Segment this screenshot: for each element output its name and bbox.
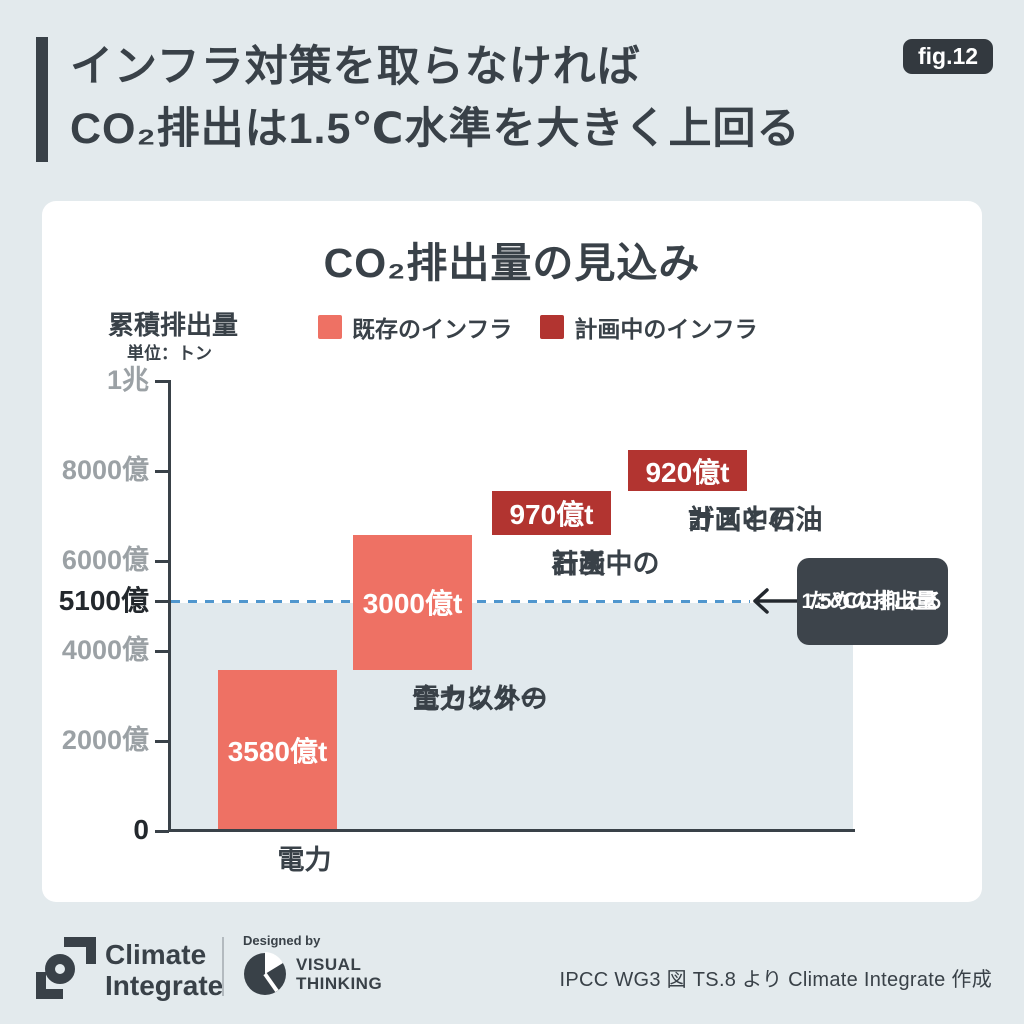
page-title-line1: インフラ対策を取らなければ — [70, 43, 641, 91]
legend-swatch-existing-infra — [318, 315, 342, 339]
y-axis-tick — [155, 829, 169, 833]
bar-electricity: 3580億t — [218, 669, 337, 831]
designer-line1: VISUAL — [296, 955, 362, 974]
y-axis-tick-label: 1兆 — [106, 365, 149, 395]
y-axis-tick-label: 8000億 — [61, 455, 149, 485]
reference-annotation-line1: 1.5℃に抑える — [801, 590, 944, 613]
y-axis-tick — [155, 649, 169, 653]
legend-label-planned-infra: 計画中のインフラ — [574, 316, 758, 342]
y-axis-tick — [155, 739, 169, 743]
page-title-line2: CO₂排出は1.5℃水準を大きく上回る — [70, 105, 801, 153]
bar-value-label: 970億t — [509, 499, 594, 531]
legend-label-existing-infra: 既存のインフラ — [352, 316, 513, 342]
y-axis-tick-label: 4000億 — [61, 635, 149, 665]
brand-line2: Integrate — [105, 970, 224, 1001]
y-axis-tick-label: 6000億 — [61, 545, 149, 575]
y-axis-tick-label: 5100億 — [58, 584, 149, 616]
y-axis-tick — [155, 379, 169, 383]
y-axis-tick — [155, 600, 169, 603]
bar-value-label: 3000億t — [362, 588, 463, 620]
reference-annotation-tooltip: 1.5℃に抑える ための排出量 — [797, 558, 948, 645]
climate-integrate-logo-icon — [36, 937, 96, 999]
y-axis-tick — [155, 469, 169, 473]
reference-annotation-line2: ための排出量 — [808, 590, 937, 613]
visual-thinking-wordmark: VISUAL THINKING — [296, 955, 382, 993]
climate-integrate-wordmark: Climate Integrate — [105, 939, 223, 1001]
source-attribution: IPCC WG3 図 TS.8 より Climate Integrate 作成 — [559, 969, 992, 991]
figure-number-badge: fig.12 — [903, 39, 994, 74]
logo-circle — [45, 954, 75, 984]
y-axis-unit-label: 単位：トン — [127, 344, 212, 363]
header-accent-bar — [36, 37, 48, 162]
footer-divider — [222, 937, 224, 996]
bar-planned-coal: 970億t — [492, 491, 611, 535]
brand-line1: Climate — [105, 939, 207, 970]
y-axis-tick-label: 0 — [133, 814, 149, 845]
visual-thinking-logo-icon — [244, 952, 286, 995]
y-axis-tick — [155, 559, 169, 563]
legend-swatch-planned-infra — [540, 315, 565, 339]
bar-planned-gas-oil: 920億t — [628, 449, 747, 492]
bar-value-label: 3580億t — [227, 736, 328, 768]
y-axis-title: 累積排出量 — [108, 310, 239, 340]
plot-area: 1.5℃に抑える ための排出量 1兆 8000億 6000億 5100億 4000億 20… — [59, 365, 948, 875]
bar-value-label: 920億t — [645, 456, 730, 488]
legend: 既存のインフラ 計画中のインフラ — [318, 310, 758, 344]
left-arrow-icon — [753, 588, 800, 614]
designed-by-label: Designed by — [243, 933, 321, 948]
logo-bracket-bottom-left — [36, 972, 63, 999]
designer-line2: THINKING — [296, 974, 383, 993]
chart-title: CO₂排出量の見込み — [323, 240, 701, 286]
logo-bracket-top-right — [64, 937, 96, 964]
y-axis-tick-label: 2000億 — [61, 725, 149, 755]
bar-all-other-sectors: 3000億t — [353, 534, 472, 670]
y-axis-line — [168, 380, 171, 832]
page-title: インフラ対策を取らなければ CO₂排出は1.5℃水準を大きく上回る — [70, 36, 800, 160]
x-axis-line — [168, 829, 855, 832]
